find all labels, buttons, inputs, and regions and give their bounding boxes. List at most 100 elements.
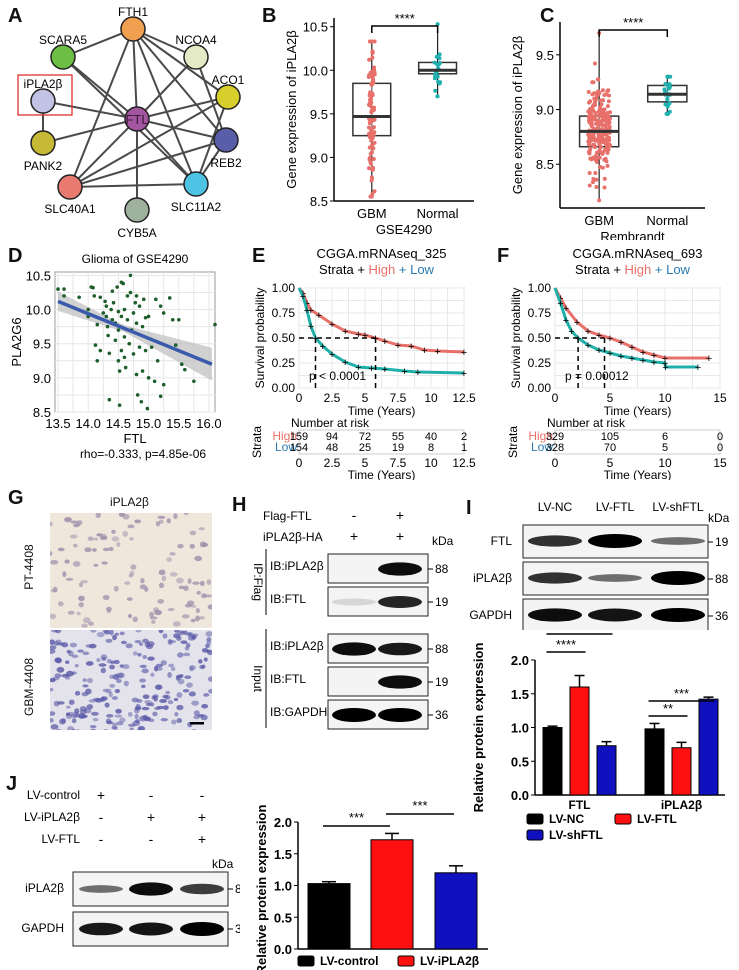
data-point <box>113 338 118 343</box>
censor-mark: + <box>355 329 361 341</box>
data-point <box>143 315 148 320</box>
cell-nucleus <box>64 676 71 680</box>
censor-mark: + <box>304 305 310 317</box>
data-point <box>367 125 372 130</box>
censor-mark: + <box>395 340 401 352</box>
data-point <box>95 358 100 363</box>
cell-nucleus <box>96 658 101 662</box>
y-axis-label: Relative protein expression <box>254 805 269 970</box>
node-label: iPLA2β <box>24 77 63 91</box>
cell-nucleus <box>140 578 145 584</box>
ihc-image-pt <box>50 513 212 628</box>
x-tick-label: GBM <box>584 213 614 228</box>
cell-nucleus <box>180 640 188 645</box>
censor-mark: + <box>618 337 624 349</box>
cell-nucleus <box>205 631 212 637</box>
cell-nucleus <box>111 536 120 542</box>
cell-nucleus <box>92 717 99 722</box>
protein-band <box>180 922 224 936</box>
risk-x-tick-label: 10 <box>424 456 438 470</box>
data-point <box>107 397 112 402</box>
cell-nucleus <box>138 642 144 646</box>
cell-nucleus <box>149 611 155 618</box>
data-point <box>139 399 144 404</box>
censor-mark: + <box>316 310 322 322</box>
cell-nucleus <box>191 700 200 706</box>
data-point <box>95 322 100 327</box>
risk-value: 105 <box>601 431 619 443</box>
y-axis-label: Gene expression of iPLA2β <box>284 30 299 189</box>
node-label: REB2 <box>210 156 242 170</box>
x-axis-label: GSE4290 <box>376 222 432 237</box>
network-node <box>124 197 150 223</box>
cell-nucleus <box>119 717 126 723</box>
x-tick-label: 12.5 <box>452 391 476 405</box>
cell-nucleus <box>196 590 201 595</box>
data-point <box>370 55 375 60</box>
y-tick-label: 9.0 <box>536 103 554 118</box>
x-tick-label: 16.0 <box>196 416 221 431</box>
blot-row-label: IB:FTL <box>270 592 306 606</box>
bar <box>370 839 414 950</box>
censor-mark: + <box>695 362 701 374</box>
risk-x-tick-label: 7.5 <box>390 456 407 470</box>
data-point <box>122 355 127 360</box>
panel-label-i: I <box>466 497 472 519</box>
censor-mark: + <box>585 340 591 352</box>
protein-band <box>378 675 422 689</box>
network-edge <box>69 28 134 188</box>
censor-mark: + <box>585 326 591 338</box>
cell-nucleus <box>191 604 197 608</box>
cell-nucleus <box>206 579 212 585</box>
data-point <box>595 77 600 82</box>
data-point <box>597 148 602 153</box>
cell-nucleus <box>89 728 97 730</box>
data-point <box>587 113 592 118</box>
data-point <box>86 307 91 312</box>
cell-nucleus <box>118 672 125 679</box>
risk-value: 2 <box>461 431 467 443</box>
ihc-image-gbm <box>50 630 212 730</box>
data-point <box>595 126 600 131</box>
legend-high: High <box>625 262 655 277</box>
cell-nucleus <box>139 664 147 669</box>
risk-table-ylabel: Strata <box>250 426 264 458</box>
cell-nucleus <box>151 620 156 624</box>
cell-nucleus <box>127 723 136 727</box>
data-point <box>369 194 374 199</box>
condition-sign: - <box>99 831 104 847</box>
x-tick-label: iPLA2β <box>661 798 702 812</box>
data-point <box>435 94 440 99</box>
data-point <box>665 111 670 116</box>
cell-nucleus <box>113 659 120 665</box>
data-point <box>599 134 604 139</box>
network-edge <box>132 28 227 141</box>
x-tick-label: 7.5 <box>390 391 407 405</box>
cell-nucleus <box>126 597 133 601</box>
panel-label-d: D <box>8 245 23 267</box>
cell-nucleus <box>62 571 67 578</box>
y-tick-label: 8.5 <box>33 405 51 420</box>
chart-title: Glioma of GSE4290 <box>82 252 189 266</box>
y-tick-label: 0.0 <box>511 788 529 803</box>
protein-band <box>378 708 422 722</box>
cell-nucleus <box>86 704 94 710</box>
data-point <box>607 124 612 129</box>
cell-nucleus <box>203 693 210 697</box>
network-edge <box>132 28 229 98</box>
bar <box>644 728 665 796</box>
cell-nucleus <box>111 725 118 730</box>
cell-nucleus <box>57 547 65 552</box>
cell-nucleus <box>78 595 85 602</box>
data-point <box>597 122 602 127</box>
cell-nucleus <box>78 582 84 588</box>
survival-curve-high <box>297 287 465 354</box>
cell-nucleus <box>134 713 139 720</box>
cell-nucleus <box>191 633 199 637</box>
risk-table-ylabel: Strata <box>506 426 520 458</box>
cell-nucleus <box>50 645 57 650</box>
condition-label: iPLA2β-HA <box>263 530 323 544</box>
cell-nucleus <box>82 678 87 682</box>
cell-nucleus <box>168 640 177 644</box>
cell-nucleus <box>167 671 172 678</box>
